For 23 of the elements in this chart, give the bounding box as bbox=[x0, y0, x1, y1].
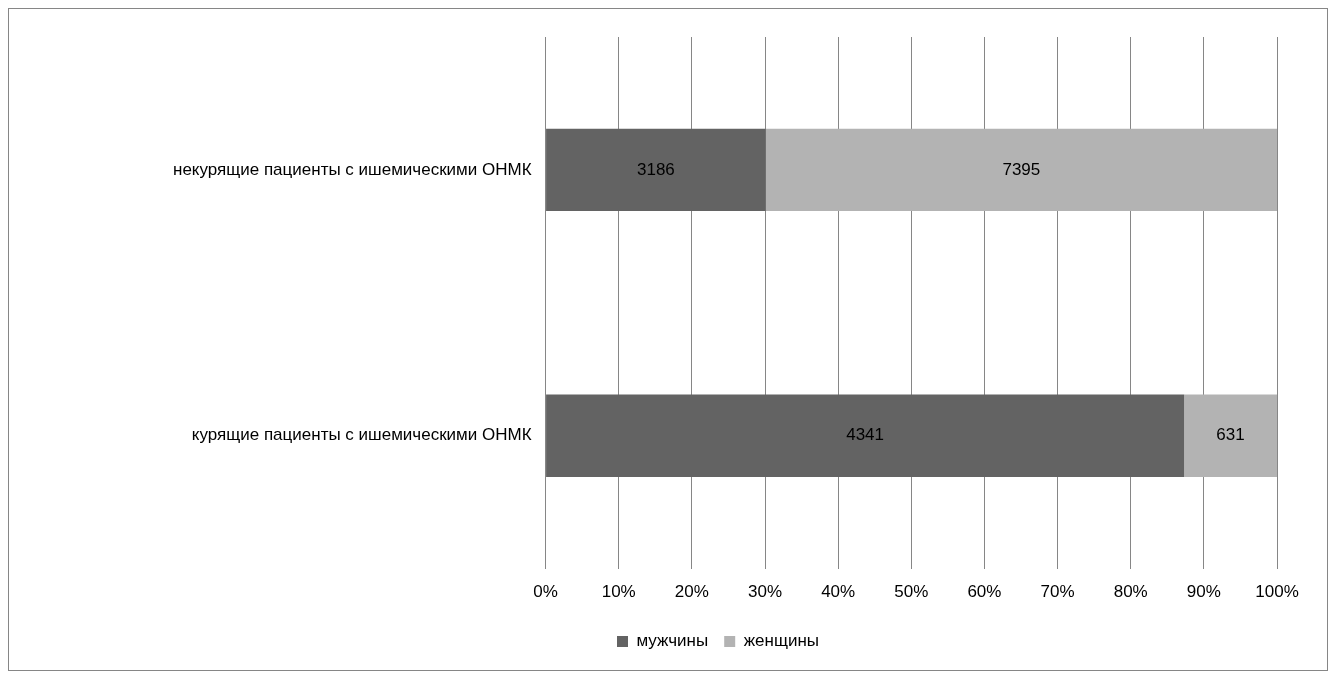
annotation: 7395 bbox=[1002, 159, 1041, 179]
bar bbox=[765, 128, 1277, 212]
x-tick-label: 40% bbox=[821, 582, 856, 602]
x-tick-label: 80% bbox=[1113, 582, 1148, 602]
y-tick-label: курящие пациенты с ишемическими ОНМК bbox=[191, 425, 532, 445]
x-tick-label: 20% bbox=[674, 582, 709, 602]
annotation: 631 bbox=[1216, 425, 1245, 445]
annotation: 3186 bbox=[637, 159, 675, 179]
x-tick-label: 10% bbox=[601, 582, 636, 602]
annotation: 4341 bbox=[846, 425, 885, 445]
legend-label: женщины bbox=[743, 631, 820, 651]
x-tick-label: 100% bbox=[1255, 582, 1299, 602]
x-tick-label: 90% bbox=[1186, 582, 1221, 602]
y-tick-label: некурящие пациенты с ишемическими ОНМК bbox=[172, 159, 532, 179]
bar bbox=[546, 128, 766, 212]
x-tick-label: 0% bbox=[533, 582, 558, 602]
bar bbox=[546, 394, 1185, 477]
x-tick-label: 60% bbox=[967, 582, 1002, 602]
x-tick-label: 30% bbox=[747, 582, 783, 602]
legend-label: мужчины bbox=[636, 631, 709, 651]
x-tick-label: 50% bbox=[894, 582, 929, 602]
x-tick-label: 70% bbox=[1040, 582, 1075, 602]
bar bbox=[1184, 394, 1277, 477]
